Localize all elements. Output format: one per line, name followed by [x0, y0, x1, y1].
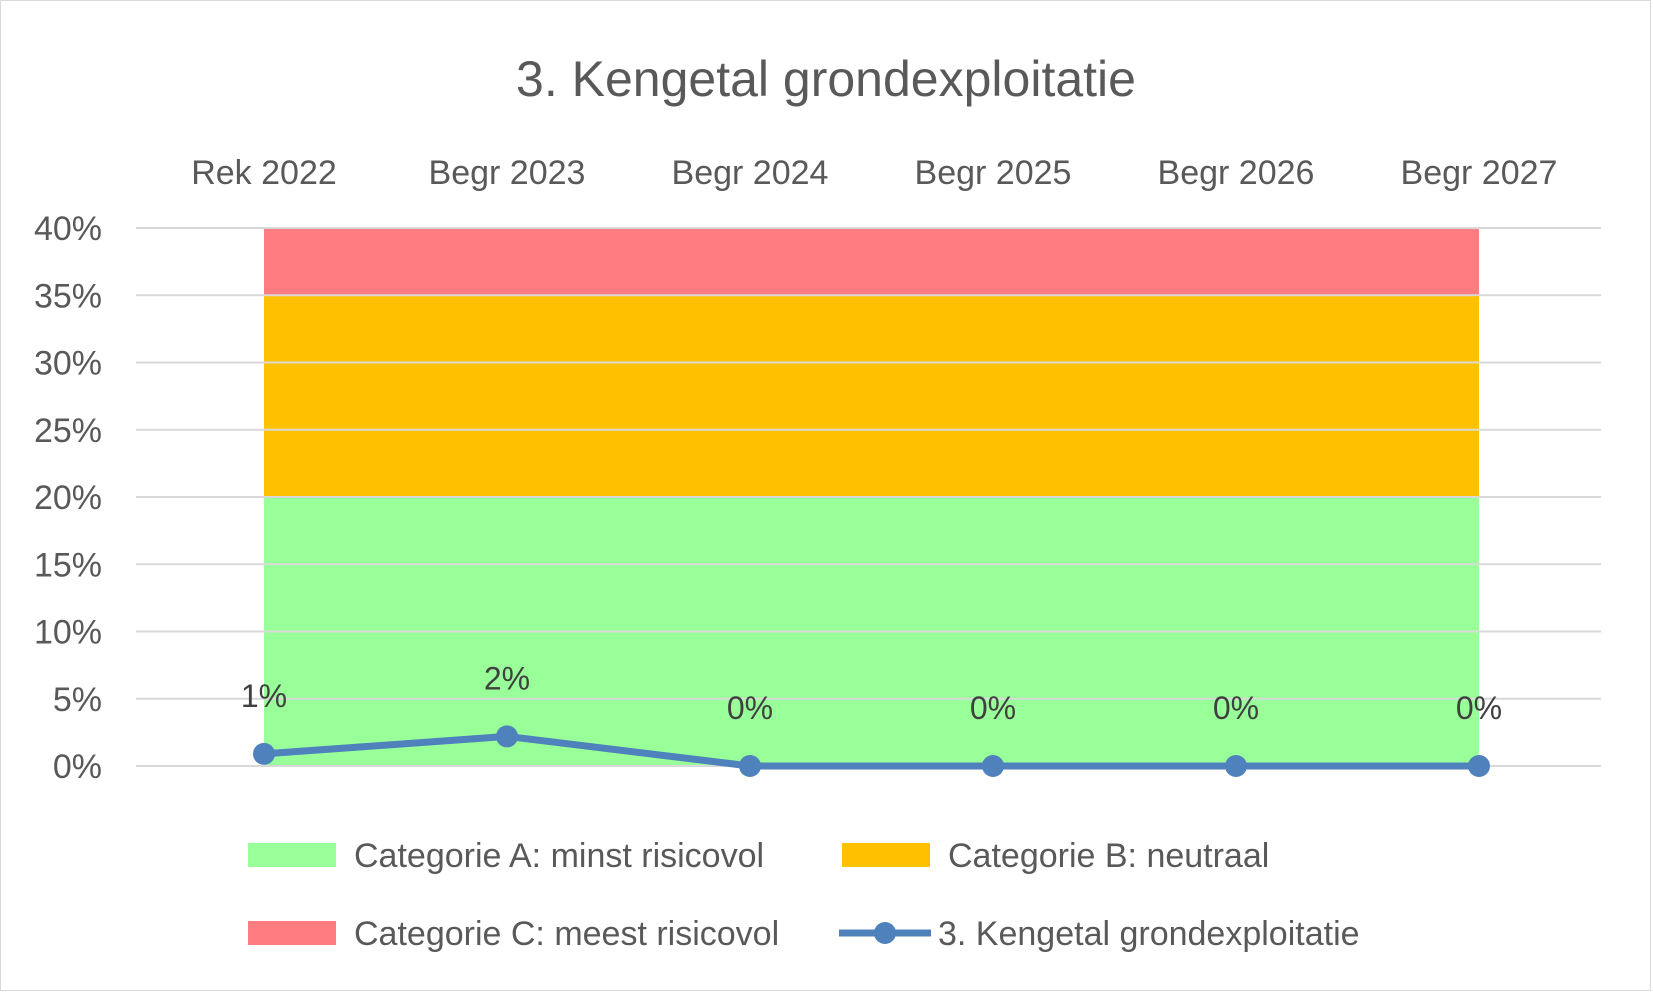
y-tick-label: 30% — [34, 345, 102, 383]
data-label: 0% — [1213, 690, 1259, 726]
data-point — [253, 742, 275, 765]
series-line — [263, 732, 1479, 770]
x-category-label: Begr 2025 — [915, 154, 1072, 192]
band-2 — [264, 295, 1479, 497]
data-label: 2% — [484, 660, 530, 696]
data-label: 0% — [1456, 690, 1502, 726]
data-label: 1% — [241, 678, 287, 714]
x-category-label: Begr 2027 — [1401, 154, 1558, 192]
y-tick-label: 35% — [34, 277, 102, 315]
legend-label: 3. Kengetal grondexploitatie — [938, 915, 1360, 953]
x-category-label: Begr 2024 — [672, 154, 829, 192]
y-tick-label: 40% — [34, 210, 102, 248]
x-category-label: Rek 2022 — [191, 154, 337, 192]
legend-swatch — [248, 921, 336, 945]
data-point — [1468, 755, 1490, 777]
legend-label: Categorie B: neutraal — [948, 837, 1269, 875]
legend-swatch — [248, 843, 336, 867]
legend-label: Categorie A: minst risicovol — [354, 837, 764, 875]
legend-swatch — [842, 843, 930, 867]
y-tick-label: 25% — [34, 412, 102, 450]
band-3 — [264, 228, 1479, 296]
legend-marker — [874, 922, 896, 944]
data-label: 0% — [970, 690, 1016, 726]
y-tick-label: 15% — [34, 546, 102, 584]
legend-label: Categorie C: meest risicovol — [354, 915, 779, 953]
data-point — [739, 755, 761, 777]
y-tick-label: 0% — [53, 748, 102, 786]
data-point — [496, 725, 518, 748]
y-tick-label: 20% — [34, 479, 102, 517]
x-category-label: Begr 2023 — [429, 154, 586, 192]
data-point — [982, 755, 1004, 777]
x-category-label: Begr 2026 — [1158, 154, 1315, 192]
y-tick-label: 10% — [34, 614, 102, 652]
data-point — [1225, 755, 1247, 777]
data-label: 0% — [727, 690, 773, 726]
y-tick-label: 5% — [53, 681, 102, 719]
chart-title: 3. Kengetal grondexploitatie — [516, 51, 1136, 107]
